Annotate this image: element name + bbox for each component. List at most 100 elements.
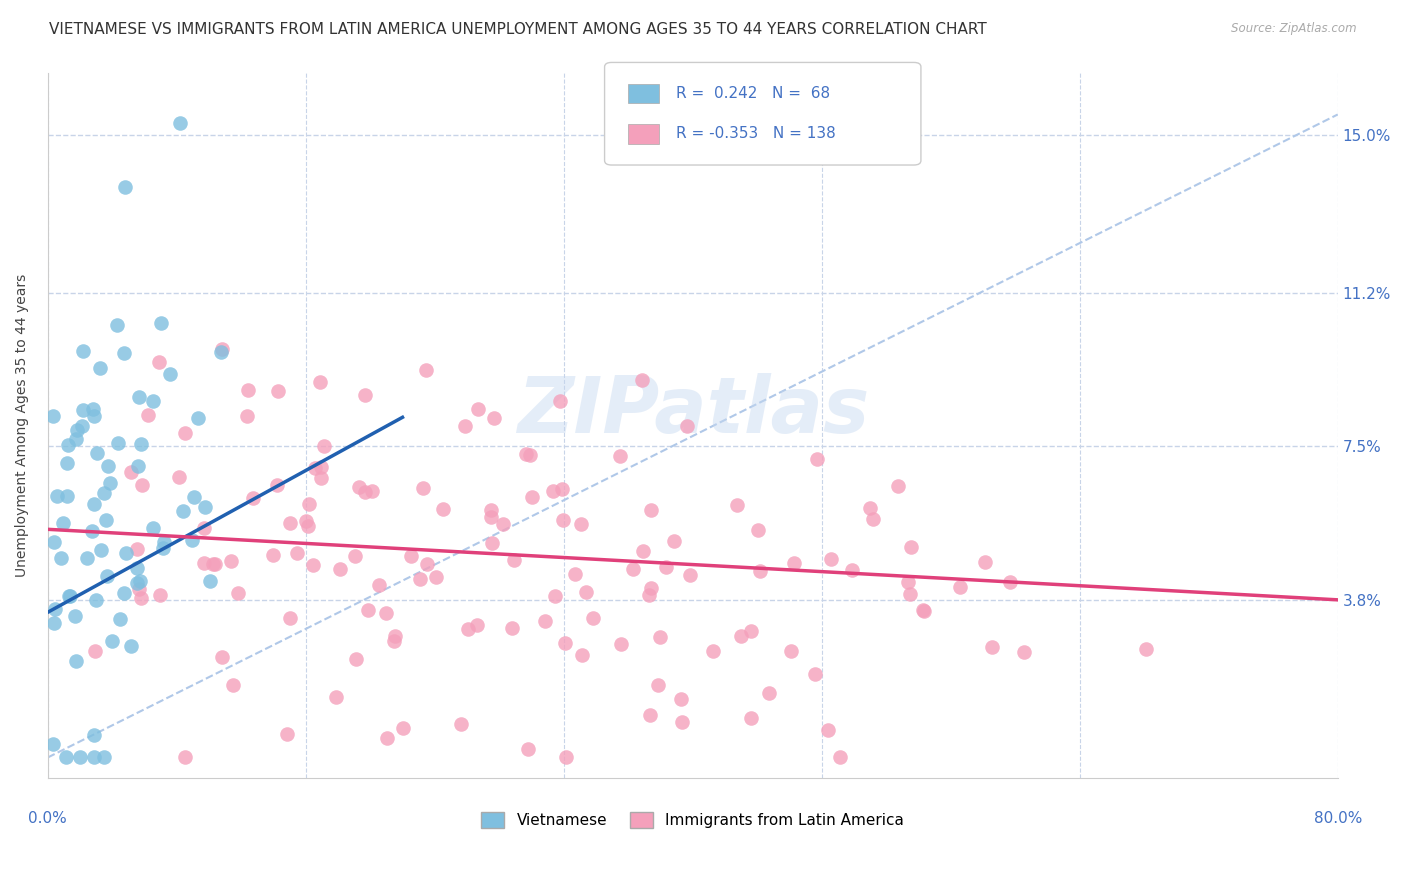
Point [65, 608, 87, 623]
Point [120, 639, 142, 653]
Point [329, 562, 352, 576]
Point [65, 432, 87, 446]
Point [83, 750, 105, 764]
Point [344, 651, 367, 665]
Point [541, 483, 564, 498]
Point [367, 578, 389, 592]
Point [127, 541, 149, 556]
Point [662, 533, 685, 548]
Point [44, 602, 66, 616]
Point [554, 635, 576, 649]
Point [167, 470, 190, 484]
Point [129, 591, 152, 605]
Legend: Vietnamese, Immigrants from Latin America: Vietnamese, Immigrants from Latin Americ… [475, 805, 910, 834]
Point [647, 678, 669, 692]
Point [974, 555, 997, 569]
Point [83, 409, 105, 423]
Point [725, 498, 748, 512]
Point [66, 423, 89, 437]
Point [222, 678, 245, 692]
Point [169, 116, 191, 130]
Text: R = -0.353   N = 138: R = -0.353 N = 138 [676, 127, 837, 141]
Point [82, 402, 104, 417]
Point [519, 448, 541, 462]
Point [120, 465, 142, 479]
Y-axis label: Unemployment Among Ages 35 to 44 years: Unemployment Among Ages 35 to 44 years [15, 274, 30, 577]
Point [783, 556, 806, 570]
Point [817, 723, 839, 737]
Point [55, 750, 77, 764]
Point [52, 516, 75, 530]
Point [544, 590, 567, 604]
Point [862, 512, 884, 526]
Point [107, 435, 129, 450]
Text: 0.0%: 0.0% [28, 812, 67, 826]
Point [408, 572, 430, 586]
Point [314, 439, 336, 453]
Point [640, 503, 662, 517]
Point [344, 549, 367, 563]
Point [820, 552, 842, 566]
Point [267, 384, 290, 399]
Point [900, 540, 922, 554]
Point [297, 519, 319, 533]
Point [89, 360, 111, 375]
Point [415, 363, 437, 377]
Point [174, 750, 197, 764]
Point [82, 524, 104, 539]
Point [432, 501, 454, 516]
Point [295, 514, 318, 528]
Point [740, 624, 762, 638]
Point [200, 574, 222, 588]
Point [450, 717, 472, 731]
Point [479, 509, 502, 524]
Point [780, 644, 803, 658]
Point [412, 481, 434, 495]
Point [152, 541, 174, 556]
Point [384, 629, 406, 643]
Point [76, 550, 98, 565]
Point [46, 489, 69, 503]
Point [501, 621, 523, 635]
Point [304, 460, 326, 475]
Point [172, 504, 194, 518]
Point [128, 390, 150, 404]
Point [278, 516, 301, 530]
Text: Source: ZipAtlas.com: Source: ZipAtlas.com [1232, 22, 1357, 36]
Point [226, 586, 249, 600]
Point [374, 606, 396, 620]
Point [56, 456, 79, 470]
Point [1000, 574, 1022, 589]
Point [482, 411, 505, 425]
Point [457, 622, 479, 636]
Point [128, 582, 150, 596]
Point [94, 513, 117, 527]
Point [479, 502, 502, 516]
Point [242, 491, 264, 505]
Point [609, 449, 631, 463]
Point [747, 523, 769, 537]
Point [302, 558, 325, 572]
Point [897, 575, 920, 590]
Point [266, 478, 288, 492]
Point [56, 438, 79, 452]
Point [564, 566, 586, 581]
Point [72, 343, 94, 358]
Point [640, 707, 662, 722]
Point [453, 419, 475, 434]
Point [193, 557, 215, 571]
Point [181, 533, 204, 548]
Point [325, 690, 347, 705]
Point [425, 570, 447, 584]
Point [59, 589, 82, 603]
Point [669, 692, 692, 706]
Point [758, 686, 780, 700]
Point [631, 373, 654, 387]
Point [96, 568, 118, 582]
Point [236, 383, 259, 397]
Point [349, 480, 371, 494]
Point [740, 711, 762, 725]
Point [129, 437, 152, 451]
Point [841, 563, 863, 577]
Point [980, 640, 1002, 655]
